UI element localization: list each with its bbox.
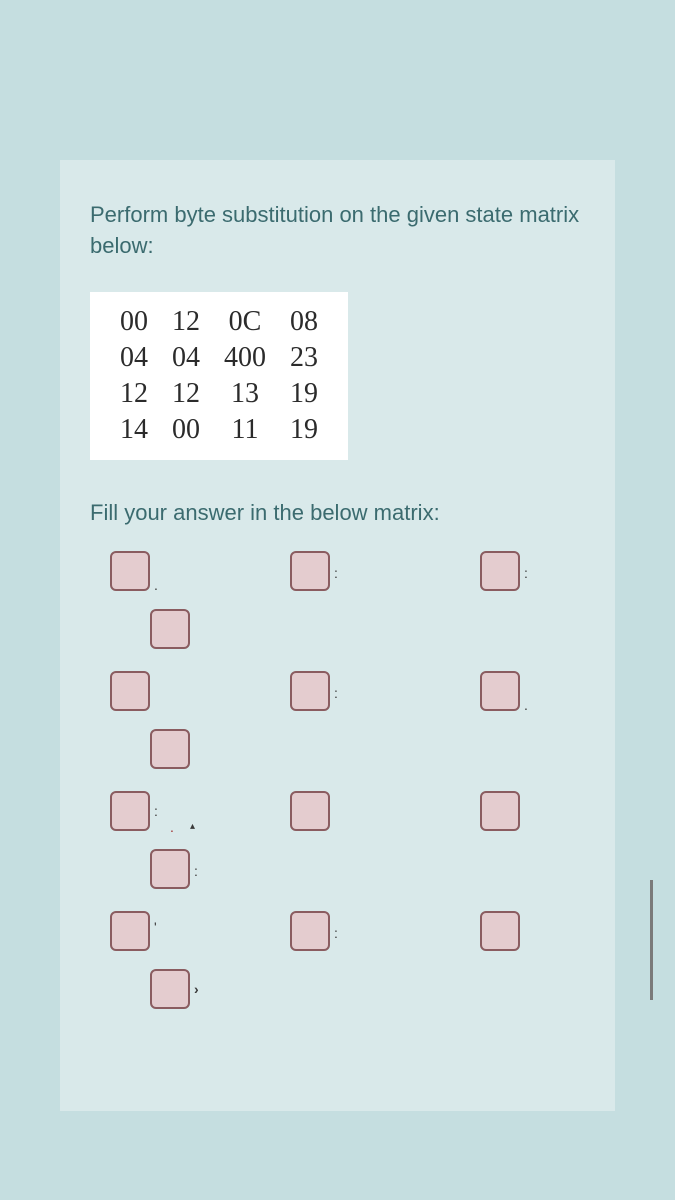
matrix-cell: 14 <box>108 412 160 448</box>
matrix-cell: 13 <box>212 376 278 412</box>
answer-input[interactable] <box>110 791 150 831</box>
question-card: Perform byte substitution on the given s… <box>60 160 615 1111</box>
answer-input[interactable] <box>290 791 330 831</box>
answer-input[interactable] <box>290 911 330 951</box>
matrix-cell: 00 <box>108 304 160 340</box>
table-row: 00 12 0C 08 <box>108 304 330 340</box>
answer-input[interactable] <box>480 551 520 591</box>
answer-input[interactable] <box>150 969 190 1009</box>
input-suffix: ' <box>154 919 157 935</box>
caret-icon: ▴ <box>190 821 195 832</box>
matrix-cell: 00 <box>160 412 212 448</box>
question-prompt: Perform byte substitution on the given s… <box>90 200 585 262</box>
input-suffix: . <box>170 819 174 835</box>
answer-input[interactable] <box>150 849 190 889</box>
scrollbar[interactable] <box>650 880 653 1000</box>
answer-input[interactable] <box>150 609 190 649</box>
state-matrix: 00 12 0C 08 04 04 400 23 12 12 13 19 14 … <box>90 292 348 460</box>
answer-input[interactable] <box>150 729 190 769</box>
answer-input[interactable] <box>110 671 150 711</box>
answer-input[interactable] <box>480 911 520 951</box>
matrix-cell: 19 <box>278 412 330 448</box>
matrix-cell: 04 <box>108 340 160 376</box>
input-suffix: : <box>334 925 338 941</box>
fill-label: Fill your answer in the below matrix: <box>90 500 585 526</box>
matrix-cell: 08 <box>278 304 330 340</box>
input-suffix: › <box>194 981 199 997</box>
table-row: 04 04 400 23 <box>108 340 330 376</box>
input-suffix: : <box>334 565 338 581</box>
answer-input[interactable] <box>290 671 330 711</box>
answer-input[interactable] <box>110 551 150 591</box>
input-suffix: . <box>154 577 158 593</box>
table-row: 14 00 11 19 <box>108 412 330 448</box>
answer-matrix: . : : : . : . ▴ : ' : › <box>90 551 585 1031</box>
input-suffix: . <box>524 697 528 713</box>
matrix-cell: 0C <box>212 304 278 340</box>
table-row: 12 12 13 19 <box>108 376 330 412</box>
input-suffix: : <box>154 803 158 819</box>
matrix-cell: 19 <box>278 376 330 412</box>
answer-input[interactable] <box>110 911 150 951</box>
answer-input[interactable] <box>480 671 520 711</box>
matrix-cell: 400 <box>212 340 278 376</box>
input-suffix: : <box>524 565 528 581</box>
matrix-cell: 23 <box>278 340 330 376</box>
matrix-table: 00 12 0C 08 04 04 400 23 12 12 13 19 14 … <box>108 304 330 448</box>
matrix-cell: 12 <box>160 304 212 340</box>
answer-input[interactable] <box>480 791 520 831</box>
input-suffix: : <box>194 863 198 879</box>
matrix-cell: 11 <box>212 412 278 448</box>
answer-input[interactable] <box>290 551 330 591</box>
matrix-cell: 12 <box>160 376 212 412</box>
input-suffix: : <box>334 685 338 701</box>
matrix-cell: 12 <box>108 376 160 412</box>
matrix-cell: 04 <box>160 340 212 376</box>
